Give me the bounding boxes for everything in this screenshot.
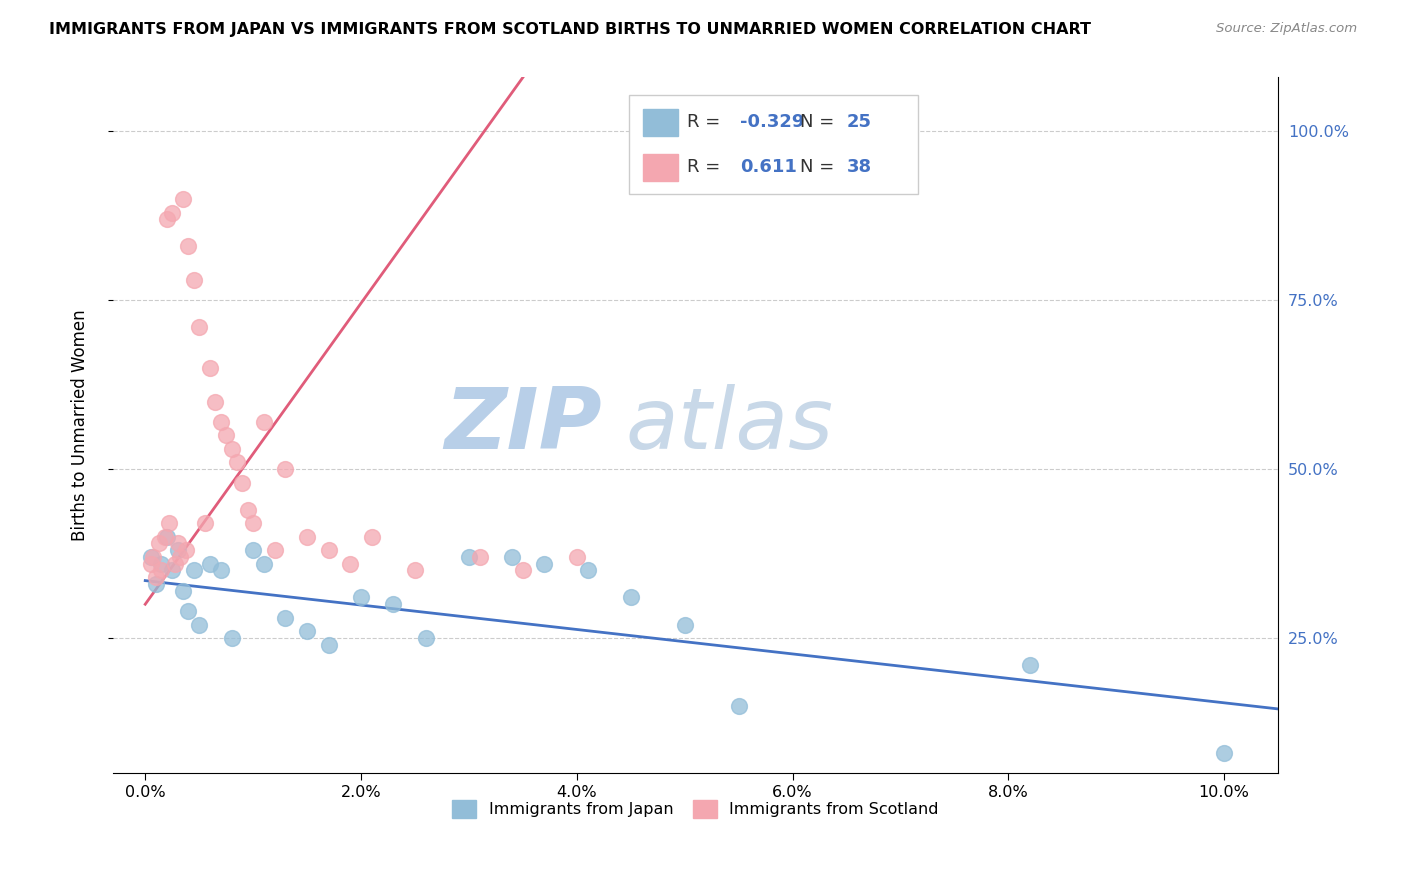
Text: Source: ZipAtlas.com: Source: ZipAtlas.com xyxy=(1216,22,1357,36)
Point xyxy=(1213,746,1236,760)
Point xyxy=(198,360,221,375)
Point xyxy=(382,597,405,611)
Point xyxy=(188,320,211,334)
Point xyxy=(183,564,205,578)
Point xyxy=(226,455,249,469)
Point xyxy=(188,617,211,632)
Text: atlas: atlas xyxy=(626,384,834,467)
Point xyxy=(263,543,285,558)
Point xyxy=(404,564,426,578)
Point xyxy=(457,549,479,564)
Point xyxy=(339,557,361,571)
Point xyxy=(139,557,162,571)
Point xyxy=(145,570,167,584)
Point xyxy=(318,543,340,558)
Point xyxy=(221,442,243,456)
Text: 38: 38 xyxy=(846,159,872,177)
Point xyxy=(318,638,340,652)
Point xyxy=(156,530,179,544)
Point xyxy=(576,564,599,578)
Point xyxy=(145,577,167,591)
Point xyxy=(231,475,253,490)
Point xyxy=(1019,658,1042,673)
Point xyxy=(274,462,297,476)
Point xyxy=(157,516,180,531)
Point xyxy=(360,530,382,544)
Text: R =: R = xyxy=(688,159,727,177)
Point xyxy=(727,698,749,713)
Y-axis label: Births to Unmarried Women: Births to Unmarried Women xyxy=(72,310,89,541)
Point xyxy=(512,564,534,578)
Point xyxy=(468,549,491,564)
Point xyxy=(193,516,215,531)
Point xyxy=(198,557,221,571)
Text: R =: R = xyxy=(688,113,727,131)
Point xyxy=(183,273,205,287)
Point xyxy=(160,564,183,578)
Point xyxy=(148,536,170,550)
Point xyxy=(215,428,238,442)
Point xyxy=(142,549,165,564)
Point xyxy=(415,631,437,645)
Text: ZIP: ZIP xyxy=(444,384,602,467)
Text: -0.329: -0.329 xyxy=(740,113,804,131)
Point xyxy=(150,564,173,578)
Point xyxy=(295,530,318,544)
Point xyxy=(174,543,197,558)
Point xyxy=(236,502,259,516)
Point xyxy=(221,631,243,645)
Point xyxy=(156,212,179,227)
Text: 25: 25 xyxy=(846,113,872,131)
Point xyxy=(253,557,276,571)
Point xyxy=(565,549,588,564)
Point xyxy=(242,516,264,531)
Point xyxy=(166,543,188,558)
Point xyxy=(274,611,297,625)
Point xyxy=(204,394,226,409)
Point xyxy=(350,591,373,605)
Point xyxy=(153,530,176,544)
Point xyxy=(253,415,276,429)
Text: IMMIGRANTS FROM JAPAN VS IMMIGRANTS FROM SCOTLAND BIRTHS TO UNMARRIED WOMEN CORR: IMMIGRANTS FROM JAPAN VS IMMIGRANTS FROM… xyxy=(49,22,1091,37)
Point xyxy=(673,617,696,632)
Text: 0.611: 0.611 xyxy=(740,159,797,177)
Point xyxy=(169,549,191,564)
Legend: Immigrants from Japan, Immigrants from Scotland: Immigrants from Japan, Immigrants from S… xyxy=(446,794,945,824)
Text: N =: N = xyxy=(800,113,841,131)
FancyBboxPatch shape xyxy=(643,110,678,136)
Point xyxy=(172,192,194,206)
FancyBboxPatch shape xyxy=(643,154,678,180)
Point xyxy=(139,549,162,564)
Point xyxy=(533,557,555,571)
Point xyxy=(172,583,194,598)
Point xyxy=(242,543,264,558)
Text: N =: N = xyxy=(800,159,841,177)
Point xyxy=(209,415,232,429)
Point xyxy=(177,239,200,253)
Point xyxy=(501,549,523,564)
Point xyxy=(620,591,643,605)
Point xyxy=(177,604,200,618)
FancyBboxPatch shape xyxy=(628,95,918,194)
Point xyxy=(160,205,183,219)
Point xyxy=(209,564,232,578)
Point xyxy=(165,557,187,571)
Point xyxy=(150,557,173,571)
Point xyxy=(295,624,318,639)
Point xyxy=(166,536,188,550)
